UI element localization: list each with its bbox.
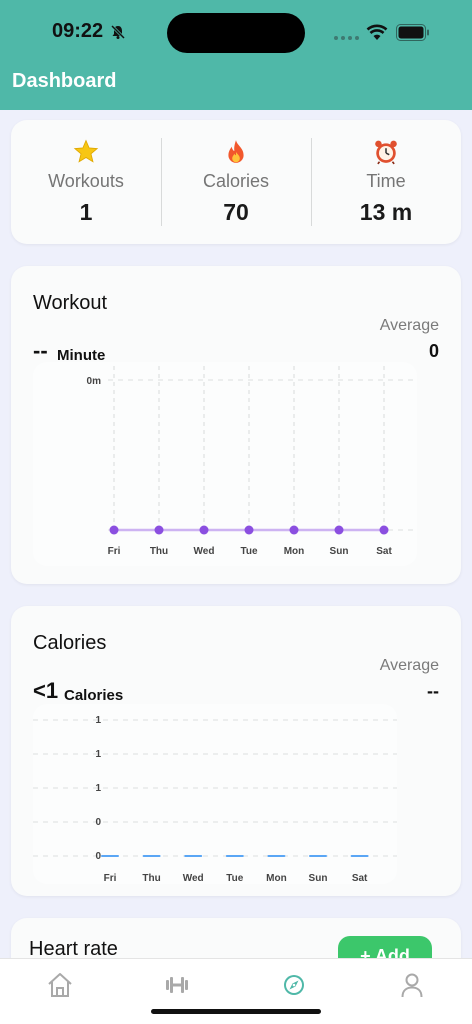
status-time: 09:22 [52, 20, 104, 42]
calories-total-value: <1 [33, 678, 59, 703]
workout-card[interactable]: Workout Average 0 -- Minute 0m Fri Thu Wed T… [11, 266, 461, 584]
x-tick-label: Tue [240, 546, 257, 557]
calories-total-unit: Calories [64, 687, 124, 704]
x-tick-label: Tue [226, 873, 243, 884]
average-label: Average [379, 317, 439, 334]
card-title: Workout [33, 292, 108, 314]
workout-total-value: -- [33, 338, 48, 363]
data-point [109, 525, 119, 535]
card-title: Calories [33, 632, 107, 654]
signal-icon [334, 36, 359, 40]
stat-value: 70 [223, 199, 249, 225]
bar [350, 855, 369, 857]
status-bar: 09:22 [0, 0, 472, 60]
page-title: Dashboard [12, 70, 117, 92]
data-point [244, 525, 254, 535]
stat-calories[interactable]: Calories 70 [161, 120, 311, 244]
dynamic-island [167, 13, 305, 53]
x-tick-label: Sun [330, 546, 349, 557]
workout-chart: 0m Fri Thu Wed Tue Mon Sun Sat [33, 362, 417, 566]
x-tick-label: Thu [142, 873, 160, 884]
x-tick-label: Wed [194, 546, 215, 557]
compass-icon[interactable] [279, 971, 309, 999]
app-header: Dashboard [0, 60, 472, 110]
stat-label: Time [366, 171, 406, 191]
data-point [379, 525, 389, 535]
fire-icon [228, 140, 244, 163]
x-tick-label: Fri [108, 546, 121, 557]
tab-bar [0, 958, 472, 1024]
battery-icon [396, 24, 429, 41]
x-tick-label: Fri [104, 873, 117, 884]
card-title: Heart rate [29, 938, 118, 960]
bar [184, 855, 203, 857]
y-tick-label: 1 [95, 783, 101, 794]
stat-value: 1 [79, 199, 93, 225]
home-icon[interactable] [45, 971, 75, 999]
x-tick-label: Thu [150, 546, 168, 557]
y-tick-label: 0 [95, 817, 101, 828]
workout-total-unit: Minute [57, 347, 106, 364]
data-point [154, 525, 164, 535]
bell-muted-icon [110, 24, 126, 40]
calories-card[interactable]: Calories Average -- <1 Calories 1 1 1 0 0 Fri… [11, 606, 461, 896]
stat-workouts[interactable]: Workouts 1 [11, 120, 161, 244]
bar [225, 855, 244, 857]
y-tick-label: 0m [87, 376, 102, 387]
stat-label: Calories [202, 171, 270, 191]
bar [309, 855, 327, 857]
x-tick-label: Sat [376, 546, 392, 557]
average-value: -- [427, 681, 439, 701]
workout-line-chart: 0m Fri Thu Wed Tue Mon Sun Sat [87, 366, 417, 557]
average-label: Average [379, 657, 439, 674]
stat-value: 13 m [359, 199, 413, 225]
data-point [199, 525, 209, 535]
home-indicator [151, 1009, 321, 1014]
x-tick-label: Sun [309, 873, 328, 884]
stat-label: Workouts [48, 171, 124, 191]
y-tick-label: 0 [95, 851, 101, 862]
x-tick-label: Mon [284, 546, 305, 557]
bar [142, 855, 161, 857]
summary-stats-card: Workouts 1 Calories 70 Time 13 m [11, 120, 461, 244]
profile-icon[interactable] [397, 971, 427, 999]
average-value: 0 [428, 341, 439, 361]
y-tick-label: 1 [95, 749, 101, 760]
y-tick-label: 1 [95, 715, 101, 726]
x-tick-label: Mon [266, 873, 287, 884]
star-icon [73, 139, 99, 163]
dumbbell-icon[interactable] [162, 971, 192, 999]
x-tick-label: Wed [183, 873, 204, 884]
data-point [289, 525, 299, 535]
bar [267, 855, 286, 857]
data-point [334, 525, 344, 535]
wifi-icon [366, 24, 388, 40]
calories-chart: 1 1 1 0 0 Fri Thu Wed Tue Mon Sun Sat [33, 704, 397, 884]
stat-time[interactable]: Time 13 m [311, 120, 461, 244]
bar [101, 855, 119, 857]
alarm-clock-icon [375, 140, 397, 165]
x-tick-label: Sat [352, 873, 368, 884]
